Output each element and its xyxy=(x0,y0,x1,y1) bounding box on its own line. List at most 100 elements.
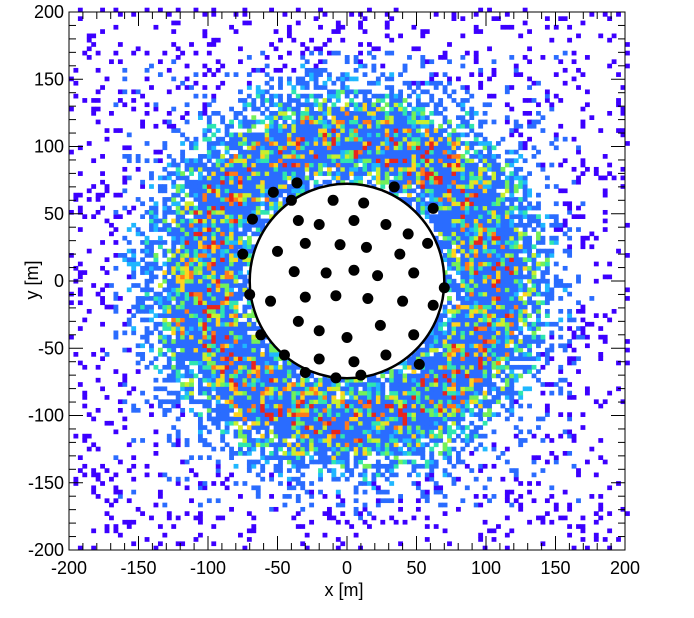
heatmap-cell xyxy=(362,29,368,34)
heatmap-cell xyxy=(375,412,381,417)
heatmap-cell xyxy=(326,89,332,95)
heatmap-cell xyxy=(193,192,199,198)
heatmap-cell xyxy=(215,188,221,194)
heatmap-cell xyxy=(184,300,190,306)
heatmap-cell xyxy=(335,442,341,448)
heatmap-cell xyxy=(149,261,154,267)
heatmap-cell xyxy=(224,373,230,379)
heatmap-cell xyxy=(189,399,194,405)
heatmap-cell xyxy=(411,446,417,452)
heatmap-cell xyxy=(286,50,292,56)
heatmap-cell xyxy=(451,438,457,443)
heatmap-cell xyxy=(73,481,79,486)
heatmap-cell xyxy=(260,364,266,370)
heatmap-cell xyxy=(398,115,403,120)
heatmap-cell xyxy=(117,532,123,538)
heatmap-cell xyxy=(295,149,301,155)
heatmap-cell xyxy=(202,300,208,306)
heatmap-cell xyxy=(389,16,395,21)
heatmap-cell xyxy=(242,386,248,392)
heatmap-cell xyxy=(162,218,168,224)
heatmap-cell xyxy=(380,128,386,133)
heatmap-cell xyxy=(380,390,386,396)
heatmap-cell xyxy=(278,442,283,448)
heatmap-cell xyxy=(122,382,128,387)
heatmap-cell xyxy=(478,67,484,73)
heatmap-cell xyxy=(273,67,279,73)
heatmap-cell xyxy=(109,231,114,237)
heatmap-cell xyxy=(371,407,377,413)
heatmap-cell xyxy=(442,313,448,318)
heatmap-cell xyxy=(335,93,341,99)
heatmap-cell xyxy=(300,184,306,189)
heatmap-cell xyxy=(255,231,261,237)
heatmap-cell xyxy=(180,175,186,181)
heatmap-cell xyxy=(278,132,283,138)
heatmap-cell xyxy=(202,265,208,271)
heatmap-cell xyxy=(420,166,426,172)
heatmap-cell xyxy=(367,128,372,133)
heatmap-cell xyxy=(224,429,230,435)
heatmap-cell xyxy=(464,339,470,344)
heatmap-cell xyxy=(487,313,492,318)
heatmap-cell xyxy=(344,85,350,90)
heatmap-cell xyxy=(313,171,319,176)
heatmap-cell xyxy=(220,412,226,417)
heatmap-cell xyxy=(482,390,488,396)
heatmap-cell xyxy=(220,261,226,267)
heatmap-cell xyxy=(411,80,417,86)
heatmap-cell xyxy=(473,339,479,344)
heatmap-cell xyxy=(229,382,234,387)
heatmap-cell xyxy=(215,136,221,142)
heatmap-cell xyxy=(309,37,315,43)
heatmap-cell xyxy=(358,511,363,516)
heatmap-cell xyxy=(429,382,435,387)
heatmap-cell xyxy=(291,429,297,435)
heatmap-cell xyxy=(375,451,381,456)
heatmap-cell xyxy=(487,179,492,185)
heatmap-cell xyxy=(469,291,475,297)
heatmap-cell xyxy=(358,515,363,521)
heatmap-cell xyxy=(349,123,355,129)
heatmap-cell xyxy=(309,519,315,525)
heatmap-cell xyxy=(469,364,475,370)
heatmap-cell xyxy=(260,132,266,138)
heatmap-cell xyxy=(473,321,479,327)
heatmap-cell xyxy=(162,334,168,340)
heatmap-cell xyxy=(464,347,470,353)
heatmap-cell xyxy=(398,141,403,146)
heatmap-cell xyxy=(420,171,426,176)
heatmap-cell xyxy=(264,123,270,129)
heatmap-cell xyxy=(309,136,315,142)
heatmap-cell xyxy=(224,253,230,258)
heatmap-cell xyxy=(340,171,346,176)
heatmap-cell xyxy=(335,438,341,443)
heatmap-cell xyxy=(393,110,399,116)
heatmap-cell xyxy=(295,188,301,194)
heatmap-cell xyxy=(246,511,252,516)
heatmap-cell xyxy=(393,119,399,125)
heatmap-cell xyxy=(455,399,461,405)
heatmap-cell xyxy=(171,321,177,327)
heatmap-cell xyxy=(255,166,261,172)
heatmap-cell xyxy=(460,209,466,215)
heatmap-cell xyxy=(109,502,114,508)
heatmap-cell xyxy=(180,158,186,164)
heatmap-cell xyxy=(238,235,243,241)
heatmap-cell xyxy=(229,369,234,374)
heatmap-cell xyxy=(487,356,492,362)
heatmap-cell xyxy=(175,343,181,349)
heatmap-cell xyxy=(380,184,386,189)
heatmap-cell xyxy=(442,89,448,95)
heatmap-cell xyxy=(367,416,372,422)
heatmap-cell xyxy=(211,257,217,263)
heatmap-cell xyxy=(242,481,248,486)
heatmap-cell xyxy=(429,438,435,443)
heatmap-cell xyxy=(220,481,226,486)
heatmap-cell xyxy=(153,502,159,508)
heatmap-cell xyxy=(447,261,452,267)
heatmap-cell xyxy=(286,386,292,392)
heatmap-cell xyxy=(300,386,306,392)
heatmap-cell xyxy=(233,399,239,405)
heatmap-cell xyxy=(358,141,363,146)
